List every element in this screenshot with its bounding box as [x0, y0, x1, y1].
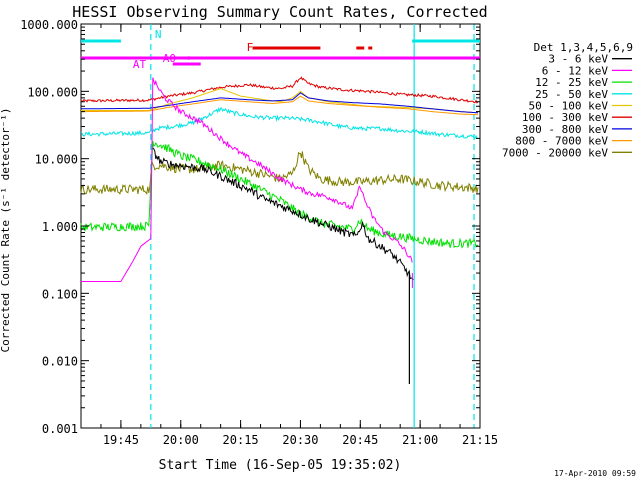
y-axis-label: Corrected Count Rate (s⁻¹ detector⁻¹) — [0, 107, 12, 352]
x-axis: 19:45 20:00 20:15 20:30 20:45 21:00 21:15 — [80, 24, 498, 447]
y-tick-label: 0.001 — [42, 422, 78, 436]
series-line-100-300-kev — [80, 76, 479, 104]
y-tick-label: 1000.000 — [20, 18, 78, 32]
y-axis: 0.001 0.010 0.100 1.000 10.000 100.000 1000.00… — [20, 18, 480, 436]
flag-label-f: F — [247, 41, 254, 54]
flag-label-a0: A0 — [163, 52, 176, 65]
flag-dot — [186, 56, 191, 60]
legend-label-800-7000-kev: 800 - 7000 keV — [515, 135, 608, 148]
y-tick-label: 10.000 — [35, 153, 78, 167]
chart-title: HESSI Observing Summary Count Rates, Cor… — [72, 3, 487, 21]
legend-title: Det 1,3,4,5,6,9 — [534, 41, 633, 54]
x-tick-label: 20:00 — [163, 433, 199, 447]
legend-label-12-25-kev: 12 - 25 keV — [535, 76, 608, 89]
x-axis-label: Start Time (16-Sep-05 19:35:02) — [159, 458, 402, 473]
legend-label-25-50-kev: 25 - 50 keV — [535, 88, 608, 101]
y-tick-label: 100.000 — [27, 85, 78, 99]
series-line-3-6-kev — [152, 147, 414, 281]
legend-label-100-300-kev: 100 - 300 keV — [522, 111, 608, 124]
y-tick-label: 0.010 — [42, 355, 78, 369]
legend-label-3-6-kev: 3 - 6 keV — [548, 53, 608, 66]
series-line-25-50-kev — [80, 107, 479, 140]
x-tick-label: 20:15 — [223, 433, 259, 447]
y-tick-label: 1.000 — [42, 220, 78, 234]
x-tick-label: 21:15 — [462, 433, 498, 447]
flag-bars: N AT A0 F — [81, 28, 480, 71]
series-line-300-800-kev — [81, 92, 479, 114]
series-line-7000-20000-kev — [80, 151, 479, 195]
series-line-12-25-kev — [80, 140, 479, 249]
series-line-800-7000-kev — [81, 95, 479, 116]
series-line-6-12-kev — [81, 77, 413, 282]
flag-label-at: AT — [133, 58, 147, 71]
legend-label-300-800-kev: 300 - 800 keV — [522, 123, 608, 136]
x-tick-label: 19:45 — [103, 433, 139, 447]
x-tick-label: 20:45 — [342, 433, 378, 447]
x-tick-label: 21:00 — [402, 433, 438, 447]
y-tick-label: 0.100 — [42, 287, 78, 301]
series-lines — [80, 76, 479, 385]
legend-label-50-100-kev: 50 - 100 keV — [529, 100, 609, 113]
x-tick-label: 20:30 — [282, 433, 318, 447]
legend-label-6-12-kev: 6 - 12 keV — [542, 64, 609, 77]
flag-label-n: N — [155, 28, 162, 41]
legend-label-7000-20000-kev: 7000 - 20000 keV — [502, 146, 608, 159]
timestamp-stamp: 17-Apr-2010 09:59 — [554, 469, 636, 478]
